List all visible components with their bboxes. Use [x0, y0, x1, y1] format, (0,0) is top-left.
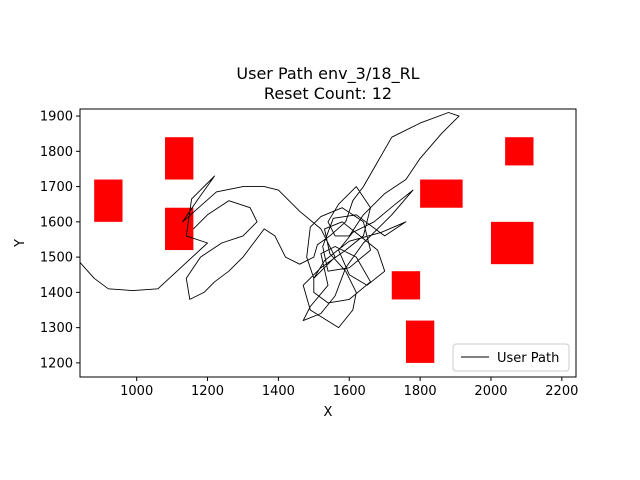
y-tick-label: 1500 [40, 251, 73, 266]
y-tick-label: 1800 [40, 145, 73, 160]
obstacle-6 [490, 221, 534, 265]
x-axis-label: X [324, 405, 333, 420]
x-tick-label: 1400 [262, 384, 295, 399]
x-tick-label: 2000 [474, 384, 507, 399]
legend-label: User Path [497, 351, 559, 366]
x-tick-label: 1800 [404, 384, 437, 399]
obstacle-7 [391, 271, 421, 300]
axis-ticks: 1000 1200 1400 1600 1800 2000 2200 1200 1300 1400… [40, 110, 578, 399]
chart-subtitle: Reset Count: 12 [264, 84, 392, 103]
y-tick-label: 1900 [40, 110, 73, 125]
obstacle-2 [165, 137, 194, 180]
x-tick-label: 1000 [120, 384, 153, 399]
x-tick-label: 1600 [333, 384, 366, 399]
legend: User Path [452, 343, 570, 372]
obstacle-1 [94, 179, 123, 222]
y-tick-label: 1700 [40, 180, 73, 195]
obstacle-4 [420, 179, 463, 208]
y-tick-label: 1300 [40, 321, 73, 336]
y-tick-label: 1600 [40, 215, 73, 230]
legend-box [452, 343, 570, 372]
chart-title: User Path env_3/18_RL [236, 64, 419, 84]
y-tick-label: 1400 [40, 286, 73, 301]
y-tick-label: 1200 [40, 356, 73, 371]
obstacle-3 [165, 207, 194, 251]
obstacle-5 [505, 137, 534, 166]
x-tick-label: 1200 [191, 384, 224, 399]
obstacle-8 [405, 320, 435, 363]
y-axis-label: Y [13, 239, 28, 248]
plot-area [80, 112, 534, 363]
user-path-line [80, 112, 460, 329]
x-tick-label: 2200 [545, 384, 578, 399]
plot-frame [79, 108, 577, 378]
